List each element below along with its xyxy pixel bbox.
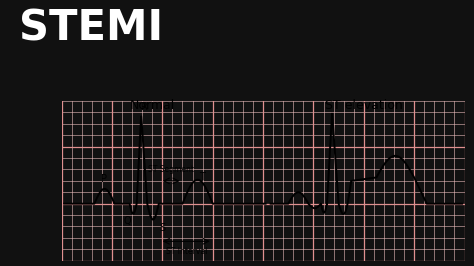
Text: ST Interval: ST Interval [165,247,207,256]
Text: STEMI: STEMI [19,8,163,50]
Text: Normal: Normal [130,99,175,113]
Text: Q: Q [124,216,131,226]
Text: R: R [141,102,148,113]
Text: ST Segment: ST Segment [148,165,194,174]
Text: T: T [199,172,204,182]
Text: ST elevation: ST elevation [325,99,403,113]
Text: P: P [101,174,108,184]
Text: S: S [160,223,166,233]
